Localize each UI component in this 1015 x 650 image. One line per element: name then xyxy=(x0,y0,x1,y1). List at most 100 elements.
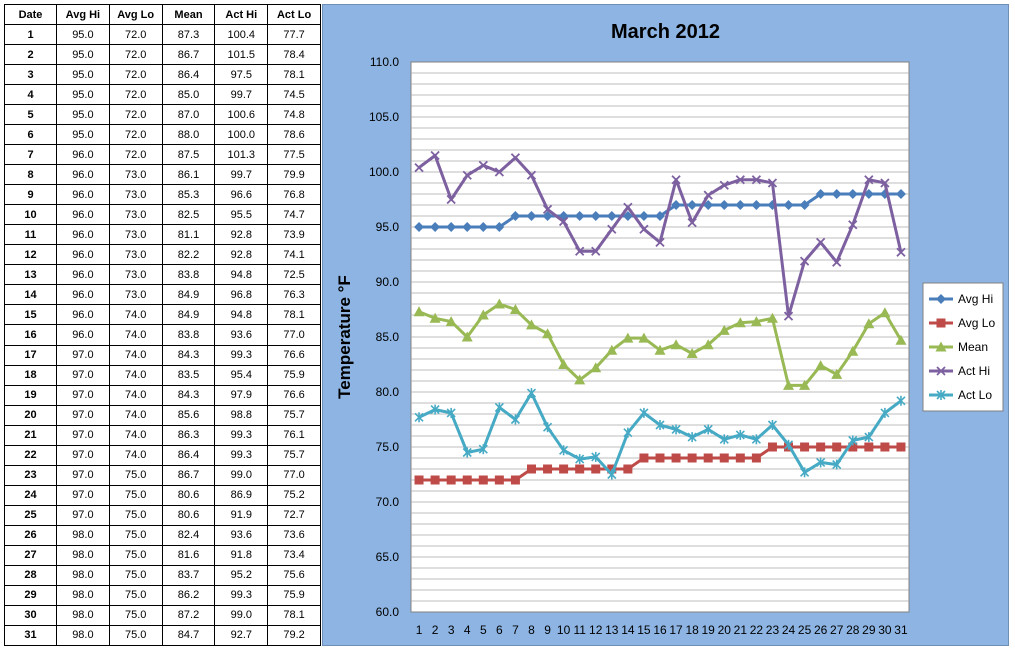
cell-act-lo[interactable]: 76.3 xyxy=(267,284,321,306)
cell-act-hi[interactable]: 95.5 xyxy=(214,204,269,226)
cell-avg-hi[interactable]: 97.0 xyxy=(56,464,110,486)
cell-avg-lo[interactable]: 75.0 xyxy=(108,524,163,546)
cell-avg-hi[interactable]: 95.0 xyxy=(56,64,110,86)
cell-mean[interactable]: 87.2 xyxy=(161,604,216,626)
header-act-lo[interactable]: Act Lo xyxy=(267,4,321,25)
cell-act-lo[interactable]: 75.9 xyxy=(267,364,321,386)
cell-avg-hi[interactable]: 98.0 xyxy=(56,604,110,626)
cell-avg-lo[interactable]: 75.0 xyxy=(108,584,163,606)
cell-avg-lo[interactable]: 75.0 xyxy=(108,544,163,566)
cell-act-lo[interactable]: 76.1 xyxy=(267,424,321,446)
cell-date[interactable]: 22 xyxy=(4,444,57,466)
cell-avg-hi[interactable]: 96.0 xyxy=(56,224,110,246)
cell-mean[interactable]: 82.2 xyxy=(161,244,216,266)
cell-act-hi[interactable]: 94.8 xyxy=(214,304,269,326)
cell-date[interactable]: 19 xyxy=(4,384,57,406)
cell-act-hi[interactable]: 101.5 xyxy=(214,44,269,66)
cell-mean[interactable]: 82.5 xyxy=(161,204,216,226)
cell-act-hi[interactable]: 97.9 xyxy=(214,384,269,406)
cell-date[interactable]: 5 xyxy=(4,104,57,126)
cell-avg-lo[interactable]: 73.0 xyxy=(108,284,163,306)
cell-avg-lo[interactable]: 73.0 xyxy=(108,264,163,286)
cell-avg-lo[interactable]: 75.0 xyxy=(108,464,163,486)
cell-mean[interactable]: 88.0 xyxy=(161,124,216,146)
cell-avg-lo[interactable]: 72.0 xyxy=(108,64,163,86)
cell-mean[interactable]: 83.5 xyxy=(161,364,216,386)
cell-avg-hi[interactable]: 98.0 xyxy=(56,544,110,566)
cell-mean[interactable]: 84.9 xyxy=(161,304,216,326)
cell-avg-lo[interactable]: 72.0 xyxy=(108,44,163,66)
cell-act-hi[interactable]: 99.7 xyxy=(214,84,269,106)
cell-date[interactable]: 12 xyxy=(4,244,57,266)
cell-mean[interactable]: 86.1 xyxy=(161,164,216,186)
cell-act-lo[interactable]: 77.5 xyxy=(267,144,321,166)
cell-avg-lo[interactable]: 73.0 xyxy=(108,204,163,226)
cell-act-lo[interactable]: 77.7 xyxy=(267,23,321,46)
cell-avg-hi[interactable]: 96.0 xyxy=(56,304,110,326)
cell-act-hi[interactable]: 96.8 xyxy=(214,284,269,306)
cell-act-hi[interactable]: 99.7 xyxy=(214,164,269,186)
cell-act-hi[interactable]: 94.8 xyxy=(214,264,269,286)
cell-mean[interactable]: 83.8 xyxy=(161,324,216,346)
cell-act-lo[interactable]: 78.4 xyxy=(267,44,321,66)
cell-mean[interactable]: 86.7 xyxy=(161,44,216,66)
cell-act-lo[interactable]: 75.9 xyxy=(267,584,321,606)
cell-avg-hi[interactable]: 95.0 xyxy=(56,44,110,66)
cell-act-lo[interactable]: 72.7 xyxy=(267,504,321,526)
cell-act-lo[interactable]: 77.0 xyxy=(267,324,321,346)
cell-avg-lo[interactable]: 74.0 xyxy=(108,404,163,426)
cell-act-hi[interactable]: 91.8 xyxy=(214,544,269,566)
cell-mean[interactable]: 86.4 xyxy=(161,444,216,466)
cell-mean[interactable]: 87.3 xyxy=(161,23,216,46)
cell-act-lo[interactable]: 75.2 xyxy=(267,484,321,506)
cell-date[interactable]: 23 xyxy=(4,464,57,486)
cell-avg-hi[interactable]: 98.0 xyxy=(56,624,110,647)
cell-date[interactable]: 3 xyxy=(4,64,57,86)
cell-mean[interactable]: 85.0 xyxy=(161,84,216,106)
cell-act-lo[interactable]: 79.9 xyxy=(267,164,321,186)
header-mean[interactable]: Mean xyxy=(161,4,216,25)
cell-act-lo[interactable]: 76.6 xyxy=(267,384,321,406)
cell-act-lo[interactable]: 78.1 xyxy=(267,304,321,326)
cell-date[interactable]: 17 xyxy=(4,344,57,366)
cell-avg-hi[interactable]: 96.0 xyxy=(56,184,110,206)
cell-mean[interactable]: 84.3 xyxy=(161,384,216,406)
cell-act-lo[interactable]: 75.7 xyxy=(267,404,321,426)
cell-avg-hi[interactable]: 98.0 xyxy=(56,524,110,546)
cell-mean[interactable]: 87.0 xyxy=(161,104,216,126)
cell-avg-lo[interactable]: 75.0 xyxy=(108,504,163,526)
header-avg-hi[interactable]: Avg Hi xyxy=(56,4,110,25)
cell-act-hi[interactable]: 96.6 xyxy=(214,184,269,206)
cell-act-hi[interactable]: 95.2 xyxy=(214,564,269,586)
cell-mean[interactable]: 80.6 xyxy=(161,484,216,506)
cell-mean[interactable]: 83.8 xyxy=(161,264,216,286)
cell-avg-hi[interactable]: 97.0 xyxy=(56,364,110,386)
header-avg-lo[interactable]: Avg Lo xyxy=(108,4,163,25)
cell-mean[interactable]: 84.9 xyxy=(161,284,216,306)
cell-mean[interactable]: 85.3 xyxy=(161,184,216,206)
cell-mean[interactable]: 81.6 xyxy=(161,544,216,566)
cell-avg-lo[interactable]: 72.0 xyxy=(108,144,163,166)
cell-act-lo[interactable]: 73.4 xyxy=(267,544,321,566)
cell-avg-hi[interactable]: 96.0 xyxy=(56,264,110,286)
cell-avg-hi[interactable]: 97.0 xyxy=(56,504,110,526)
cell-mean[interactable]: 83.7 xyxy=(161,564,216,586)
cell-date[interactable]: 31 xyxy=(4,624,57,647)
cell-date[interactable]: 9 xyxy=(4,184,57,206)
cell-avg-lo[interactable]: 74.0 xyxy=(108,304,163,326)
cell-mean[interactable]: 86.2 xyxy=(161,584,216,606)
cell-date[interactable]: 27 xyxy=(4,544,57,566)
cell-mean[interactable]: 81.1 xyxy=(161,224,216,246)
cell-avg-hi[interactable]: 95.0 xyxy=(56,23,110,46)
cell-avg-hi[interactable]: 97.0 xyxy=(56,404,110,426)
cell-act-hi[interactable]: 99.3 xyxy=(214,424,269,446)
cell-avg-lo[interactable]: 75.0 xyxy=(108,604,163,626)
cell-avg-lo[interactable]: 75.0 xyxy=(108,564,163,586)
cell-date[interactable]: 16 xyxy=(4,324,57,346)
header-act-hi[interactable]: Act Hi xyxy=(214,4,269,25)
cell-avg-lo[interactable]: 74.0 xyxy=(108,364,163,386)
cell-avg-lo[interactable]: 73.0 xyxy=(108,244,163,266)
cell-act-lo[interactable]: 76.8 xyxy=(267,184,321,206)
cell-date[interactable]: 1 xyxy=(4,23,57,46)
cell-date[interactable]: 10 xyxy=(4,204,57,226)
